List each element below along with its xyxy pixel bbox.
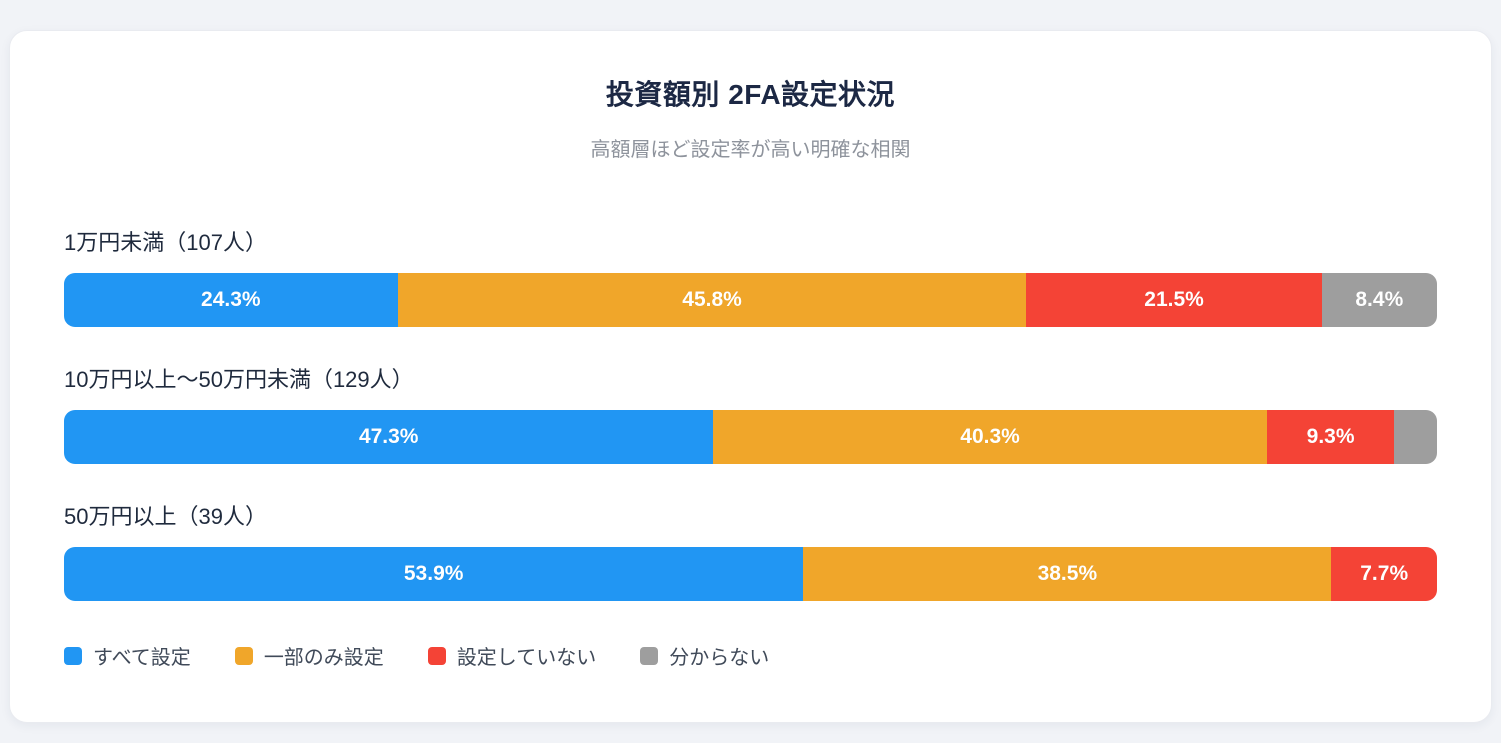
segment-value-label: 45.8% — [682, 288, 742, 311]
bar-rows: 1万円未満（107人） 24.3% 45.8% 21.5% 8.4% 10万円以上〜50万… — [64, 230, 1437, 601]
segment-value-label: 47.3% — [358, 425, 419, 448]
segment-value-label: 38.5% — [1037, 562, 1098, 585]
legend-label: 設定していない — [456, 647, 597, 669]
stacked-bar: 24.3% 45.8% 21.5% 8.4% — [64, 273, 1437, 327]
segment-value-label: 53.9% — [403, 562, 464, 585]
bar-segment: 9.3% — [1266, 410, 1395, 464]
legend-item: 一部のみ設定 — [234, 641, 384, 670]
chart-title: 投資額別 2FA設定状況 — [605, 79, 896, 110]
segment-value-label: 21.5% — [1144, 288, 1204, 311]
bar-segment: 8.4% — [1321, 273, 1437, 327]
bar-segment: 47.3% — [64, 410, 714, 464]
bar-segment: 21.5% — [1026, 273, 1322, 327]
segment-value-label: 9.3% — [1306, 425, 1355, 448]
bar-row-label: 10万円以上〜50万円未満（129人） — [64, 367, 414, 392]
bar-segment — [1394, 410, 1437, 464]
segment-value-label: 8.4% — [1355, 288, 1404, 311]
chart-card: 投資額別 2FA設定状況 高額層ほど設定率が高い明確な相関 1万円未満（107人… — [9, 30, 1492, 723]
bar-segment: 40.3% — [713, 410, 1267, 464]
segment-value-label: 7.7% — [1360, 562, 1409, 585]
segment-value-label: 40.3% — [960, 425, 1020, 448]
legend-item: 分からない — [640, 641, 769, 670]
bar-segment: 7.7% — [1331, 547, 1437, 601]
bar-row: 10万円以上〜50万円未満（129人） 47.3% 40.3% 9.3% — [64, 367, 1437, 464]
legend-swatch — [234, 646, 253, 665]
bar-segment: 45.8% — [397, 273, 1027, 327]
legend-label: 一部のみ設定 — [263, 647, 384, 669]
bar-segment: 24.3% — [64, 273, 398, 327]
legend-label: 分からない — [669, 647, 770, 669]
stacked-bar: 53.9% 38.5% 7.7% — [64, 547, 1437, 601]
legend-item: 設定していない — [427, 641, 597, 670]
bar-segment: 53.9% — [64, 547, 804, 601]
legend-swatch — [640, 646, 659, 665]
bar-row: 50万円以上（39人） 53.9% 38.5% 7.7% — [64, 504, 1437, 601]
chart-subtitle: 高額層ほど設定率が高い明確な相関 — [590, 139, 911, 161]
legend-label: すべて設定 — [93, 647, 191, 669]
segment-value-label: 24.3% — [201, 288, 261, 311]
legend-swatch — [64, 646, 82, 665]
bar-row-label: 50万円以上（39人） — [64, 504, 267, 529]
bar-row-label: 1万円未満（107人） — [64, 230, 267, 255]
legend-item: すべて設定 — [64, 641, 191, 670]
stacked-bar: 47.3% 40.3% 9.3% — [64, 410, 1437, 464]
legend-swatch — [427, 646, 446, 665]
bar-segment: 38.5% — [803, 547, 1332, 601]
legend: すべて設定 一部のみ設定 設定していない 分からない — [64, 641, 1437, 670]
bar-row: 1万円未満（107人） 24.3% 45.8% 21.5% 8.4% — [64, 230, 1437, 327]
